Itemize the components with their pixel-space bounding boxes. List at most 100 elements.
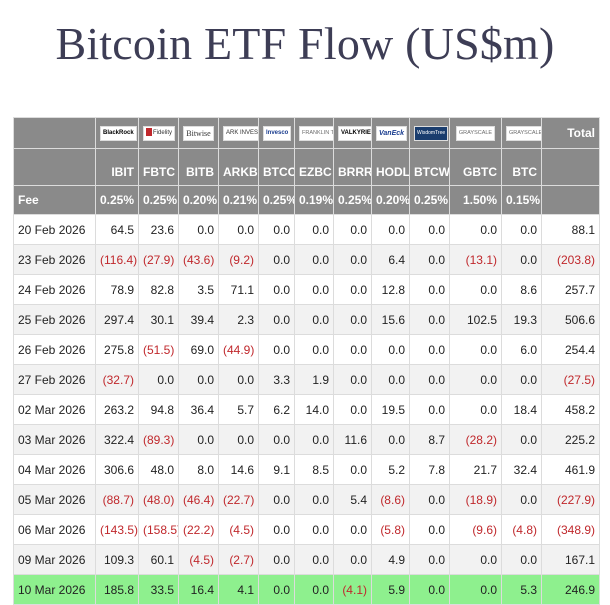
flow-cell: 0.0 xyxy=(294,544,334,575)
ark-logo: ARK INVEST xyxy=(223,125,258,141)
flow-cell: 0.0 xyxy=(333,304,372,335)
ticker-header: FBTC xyxy=(138,148,179,186)
total-cell: (227.9) xyxy=(541,484,600,515)
flow-cell: 0.0 xyxy=(409,214,450,245)
flow-cell: 0.0 xyxy=(218,364,259,395)
issuer-logo-grayscale-gbtc: GRAYSCALE xyxy=(449,117,502,149)
wisdomtree-logo: WisdomTree xyxy=(414,125,449,141)
flow-cell: 0.0 xyxy=(409,514,450,545)
flow-cell: 0.0 xyxy=(294,274,334,305)
flow-cell: 0.0 xyxy=(258,274,295,305)
flow-cell: 0.0 xyxy=(409,544,450,575)
flow-cell: 0.0 xyxy=(449,394,502,425)
flow-cell: 9.1 xyxy=(258,454,295,485)
flow-cell: 0.0 xyxy=(449,274,502,305)
fee-value: 0.25% xyxy=(258,185,295,215)
total-cell: 88.1 xyxy=(541,214,600,245)
flow-cell: 0.0 xyxy=(333,514,372,545)
flow-cell: 8.5 xyxy=(294,454,334,485)
flow-cell: 0.0 xyxy=(409,484,450,515)
fee-value: 0.15% xyxy=(501,185,542,215)
ticker-header: BRRR xyxy=(333,148,372,186)
flow-cell: (46.4) xyxy=(178,484,219,515)
flow-cell: 3.5 xyxy=(178,274,219,305)
flow-cell: (4.5) xyxy=(218,514,259,545)
flow-cell: 7.8 xyxy=(409,454,450,485)
flow-cell: 6.4 xyxy=(371,244,410,275)
fee-value: 0.25% xyxy=(333,185,372,215)
flow-cell: 18.4 xyxy=(501,394,542,425)
flow-cell: 0.0 xyxy=(333,544,372,575)
flow-cell: 0.0 xyxy=(138,364,179,395)
flow-cell: (4.1) xyxy=(333,574,372,605)
flow-cell: (51.5) xyxy=(138,334,179,365)
fee-value: 0.20% xyxy=(178,185,219,215)
flow-cell: 322.4 xyxy=(95,424,139,455)
fee-value: 1.50% xyxy=(449,185,502,215)
flow-cell: 0.0 xyxy=(294,574,334,605)
flow-cell: 64.5 xyxy=(95,214,139,245)
date-cell: 03 Mar 2026 xyxy=(13,424,96,455)
date-cell: 20 Feb 2026 xyxy=(13,214,96,245)
flow-cell: 0.0 xyxy=(333,274,372,305)
flow-cell: 0.0 xyxy=(294,304,334,335)
ticker-header: BTC xyxy=(501,148,542,186)
ticker-header: ARKB xyxy=(218,148,259,186)
flow-cell: (13.1) xyxy=(449,244,502,275)
flow-cell: 0.0 xyxy=(258,574,295,605)
flow-cell: (116.4) xyxy=(95,244,139,275)
flow-cell: 0.0 xyxy=(178,214,219,245)
flow-cell: 0.0 xyxy=(294,334,334,365)
flow-cell: 0.0 xyxy=(501,244,542,275)
flow-cell: 0.0 xyxy=(409,274,450,305)
flow-cell: 71.1 xyxy=(218,274,259,305)
issuer-logo-vaneck: VanEck xyxy=(371,117,410,149)
table-row: 26 Feb 2026 275.8 (51.5) 69.0 (44.9) 0.0 0.0 0.… xyxy=(13,334,600,365)
table-row: 25 Feb 2026 297.4 30.1 39.4 2.3 0.0 0.0 0.0 15.6… xyxy=(13,304,600,335)
flow-cell: 39.4 xyxy=(178,304,219,335)
ticker-header: GBTC xyxy=(449,148,502,186)
issuer-logo-blackrock: BlackRock xyxy=(95,117,139,149)
flow-cell: 0.0 xyxy=(409,394,450,425)
issuer-logo-franklin: FRANKLIN TEMPLETON xyxy=(294,117,334,149)
fee-value: 0.19% xyxy=(294,185,334,215)
flow-cell: 0.0 xyxy=(294,244,334,275)
fee-total-blank xyxy=(541,185,600,215)
flow-cell: 0.0 xyxy=(218,424,259,455)
franklin-logo: FRANKLIN TEMPLETON xyxy=(299,125,333,141)
table-row: 23 Feb 2026 (116.4) (27.9) (43.6) (9.2) 0.0 0.… xyxy=(13,244,600,275)
flow-cell: (9.6) xyxy=(449,514,502,545)
flow-cell: (2.7) xyxy=(218,544,259,575)
issuer-logo-invesco: Invesco xyxy=(258,117,295,149)
etf-flow-table: BlackRock Fidelity Bitwise ARK INVEST In… xyxy=(13,117,600,605)
flow-cell: 0.0 xyxy=(294,484,334,515)
date-cell: 27 Feb 2026 xyxy=(13,364,96,395)
flow-cell: 30.1 xyxy=(138,304,179,335)
date-cell: 05 Mar 2026 xyxy=(13,484,96,515)
flow-cell: 0.0 xyxy=(258,424,295,455)
table-row: 06 Mar 2026 (143.5) (158.5) (22.2) (4.5) 0.0 0… xyxy=(13,514,600,545)
flow-cell: 6.2 xyxy=(258,394,295,425)
flow-cell: 0.0 xyxy=(371,334,410,365)
flow-cell: 0.0 xyxy=(258,304,295,335)
flow-cell: 297.4 xyxy=(95,304,139,335)
fee-value: 0.25% xyxy=(138,185,179,215)
flow-cell: 0.0 xyxy=(294,214,334,245)
flow-cell: 0.0 xyxy=(501,544,542,575)
ticker-header: BTCW xyxy=(409,148,450,186)
date-cell: 24 Feb 2026 xyxy=(13,274,96,305)
flow-cell: 0.0 xyxy=(333,454,372,485)
flow-cell: 0.0 xyxy=(294,424,334,455)
table-row: 27 Feb 2026 (32.7) 0.0 0.0 0.0 3.3 1.9 0.0 0.0 0.… xyxy=(13,364,600,395)
flow-cell: (32.7) xyxy=(95,364,139,395)
flow-cell: 0.0 xyxy=(258,244,295,275)
flow-cell: (22.2) xyxy=(178,514,219,545)
flow-cell: 0.0 xyxy=(371,364,410,395)
flow-cell: 0.0 xyxy=(371,424,410,455)
ticker-header: HODL xyxy=(371,148,410,186)
flow-cell: 0.0 xyxy=(501,364,542,395)
flow-cell: 0.0 xyxy=(258,334,295,365)
table-row: 10 Mar 2026 185.8 33.5 16.4 4.1 0.0 0.0 (4.1) 5.… xyxy=(13,574,600,605)
flow-table-body: 20 Feb 2026 64.5 23.6 0.0 0.0 0.0 0.0 0.0 0.0 0.0… xyxy=(13,214,600,605)
flow-cell: (48.0) xyxy=(138,484,179,515)
